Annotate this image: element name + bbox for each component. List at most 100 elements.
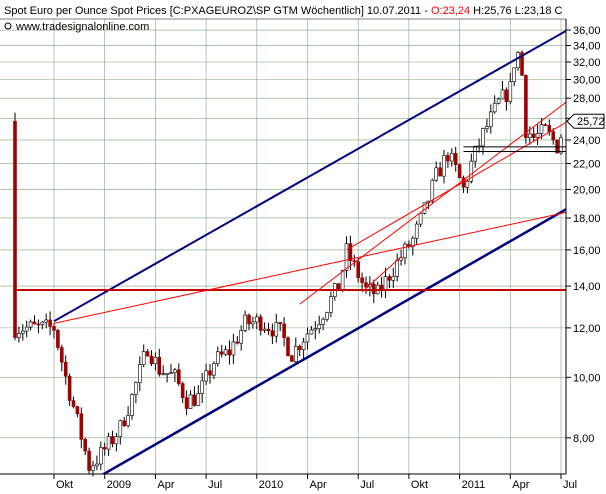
y-tick-label: 18,00 [573,213,601,225]
candle-body [36,323,41,326]
upper-channel-line [53,29,566,323]
candle-body [329,296,333,313]
candle-body [75,406,80,415]
candle-body [481,128,485,147]
candle-body [371,283,376,295]
x-tick-label: Okt [56,479,73,491]
candle-body [278,322,283,325]
candle-body [535,133,540,138]
candle-body [539,124,544,134]
candle-body [442,155,446,177]
candle-body [149,355,154,365]
candle-body [161,373,165,376]
trend-lines [15,29,566,474]
candle-body [469,160,474,182]
candle-body [102,447,107,450]
candle-body [40,321,45,325]
candle-body [395,259,400,277]
candle-body [177,369,181,384]
candles [13,50,563,477]
y-tick-label: 28,00 [573,93,601,105]
x-tick-label: 2009 [107,479,131,491]
candle-body [547,125,552,132]
candle-body [239,330,243,344]
candle-body [559,137,563,154]
candle-body [383,276,388,291]
candle-body [184,397,189,409]
candle-body [99,447,103,465]
y-tick-label: 14,00 [573,281,601,293]
candle-body [258,316,263,331]
candle-body [231,341,236,356]
x-tick-label: 2010 [259,479,283,491]
y-tick-label: 22,00 [573,159,601,171]
candle-body [196,393,201,406]
gridlines [0,19,566,474]
candle-body [305,333,310,343]
candle-body [126,415,130,426]
candle-body [169,372,173,375]
candle-body [387,276,392,281]
candle-body [274,322,279,337]
candle-body [453,153,458,165]
candle-body [438,167,442,177]
candle-body [465,180,470,188]
candle-body [457,164,462,179]
candle-body [434,167,439,181]
y-tick-label: 34,00 [573,41,601,53]
candle-body [95,463,99,467]
chart-title: Spot Euro per Ounce Spot Prices [C:PXAGE… [4,5,562,17]
candle-body [496,98,501,104]
candle-body [247,314,251,325]
candle-body [508,81,513,102]
candle-body [364,282,368,288]
candle-body [67,375,72,401]
x-tick-label: 2011 [462,479,486,491]
candle-body [153,356,158,365]
candle-body [141,351,146,365]
candle-body [204,370,208,382]
candle-body [48,319,52,327]
last-price-label: 25,72 [577,116,605,128]
candle-body [504,89,509,102]
website-icon [4,22,12,30]
candle-body [20,330,25,334]
y-tick-label: 30,00 [573,74,601,86]
candle-body [282,323,286,338]
candle-body [344,243,349,271]
candle-body [360,277,364,283]
x-tick-label: Apr [512,479,529,491]
candle-body [410,237,415,248]
candle-body [430,179,435,202]
candle-body [200,380,204,394]
candle-body [348,243,353,261]
x-tick-label: Jul [360,479,374,491]
y-tick-label: 16,00 [573,245,601,257]
candle-body [79,413,84,440]
candle-body [243,314,247,331]
candle-body [138,364,142,383]
candle-body [227,349,232,356]
candle-body [286,337,290,357]
candle-body [356,261,361,279]
candle-body [321,318,325,325]
y-tick-label: 24,00 [573,135,601,147]
candle-body [13,120,17,338]
last-price-marker [566,113,605,129]
candle-body [24,326,29,332]
candle-body [145,351,150,357]
candle-body [208,370,212,376]
candle-body [212,363,216,376]
candle-body [255,316,259,323]
candle-body [71,400,76,407]
candle-body [91,465,95,471]
candle-body [293,346,298,362]
candle-body [87,450,91,471]
candle-body [165,373,169,375]
candle-body [520,52,524,76]
candle-body [180,383,185,398]
y-tick-label: 32,00 [573,57,601,69]
candle-body [309,329,314,335]
red-fan-lower-line [346,121,566,251]
